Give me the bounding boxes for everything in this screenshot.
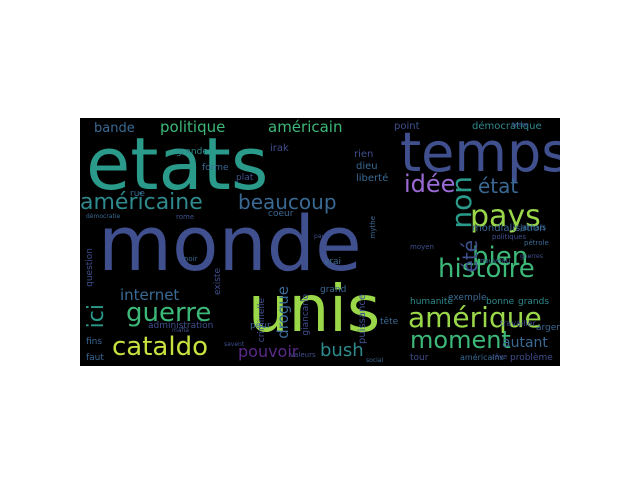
cloud-word: temps (400, 121, 560, 184)
cloud-word: fins (86, 337, 103, 347)
cloud-word: humanité (410, 297, 453, 307)
cloud-word: exemple (448, 293, 487, 303)
cloud-word: américaine (80, 190, 203, 215)
cloud-word: américains (460, 353, 504, 362)
cloud-word: mondialisation (472, 223, 546, 234)
cloud-word: histoire (438, 254, 535, 284)
cloud-word: tour (410, 353, 429, 363)
cloud-word: nouveau (480, 257, 511, 265)
cloud-word: vrai (324, 257, 342, 267)
cloud-word: été (458, 240, 482, 273)
cloud-word: bande (94, 121, 135, 136)
cloud-word: unis (248, 273, 381, 347)
word-cloud: etats monde unis temps pays histoire amérique b… (80, 118, 560, 366)
cloud-word: guerre (126, 298, 212, 328)
cloud-word: pouvoir (238, 342, 299, 361)
cloud-word: ici (84, 304, 109, 329)
cloud-word: irak (270, 143, 289, 154)
cloud-word: coeur (268, 209, 294, 219)
cloud-word: travailler (500, 319, 536, 328)
cloud-word: drogue (274, 286, 292, 339)
cloud-word: moyen (410, 243, 434, 251)
cloud-word: pays (470, 199, 541, 234)
cloud-word: dieu (356, 161, 378, 172)
cloud-word: bush (320, 340, 364, 361)
cloud-word: social (366, 357, 384, 364)
cloud-word: grands (518, 297, 550, 307)
cloud-word: idée (404, 170, 456, 198)
cloud-word: noir (184, 255, 198, 263)
cloud-word: etats (86, 122, 269, 206)
cloud-word: monde (98, 199, 362, 288)
cloud-word: internet (120, 286, 180, 304)
cloud-word: rêve (492, 353, 508, 361)
cloud-word: mythe (369, 216, 377, 239)
cloud-word: bien (472, 242, 529, 272)
cloud-word: point (394, 121, 420, 132)
cloud-word: rue (130, 189, 145, 199)
cloud-word: administration (148, 321, 214, 331)
cloud-word: politique (160, 118, 226, 136)
cloud-word: amérique (408, 301, 542, 334)
cloud-word: pétrole (524, 239, 549, 247)
cloud-word: état (478, 174, 519, 198)
cloud-word: politiques (492, 233, 527, 241)
cloud-word: moment (410, 326, 511, 354)
cloud-word: démocratique (472, 121, 542, 132)
cloud-word: plat (236, 173, 254, 183)
cloud-word: bonne (486, 297, 515, 307)
cloud-word: puissance (357, 294, 368, 344)
cloud-word: rien (354, 149, 374, 160)
cloud-word: beaucoup (238, 190, 337, 214)
cloud-word: problème (510, 353, 553, 363)
cloud-word: autant (502, 335, 548, 351)
cloud-word: giancarlo (301, 294, 311, 336)
cloud-word: grand (320, 285, 347, 295)
cloud-word: savent (224, 341, 245, 348)
cloud-word: question (85, 248, 95, 287)
cloud-word: démocratie (86, 213, 121, 220)
cloud-word: mafia (172, 327, 189, 334)
cloud-word: valeurs (290, 351, 316, 359)
cloud-word: liberté (356, 173, 389, 184)
cloud-word: grande (176, 147, 208, 157)
cloud-word: cataldo (112, 332, 208, 362)
cloud-word: terre (512, 121, 529, 129)
cloud-word: faut (86, 353, 104, 363)
cloud-word: peur (250, 321, 271, 331)
cloud-word: américain (268, 118, 343, 136)
cloud-word: existe (213, 268, 223, 295)
cloud-word: jamais (520, 223, 547, 232)
cloud-word: tête (380, 317, 399, 327)
cloud-word: rome (176, 213, 195, 221)
cloud-word: forme (202, 163, 229, 173)
cloud-word: pays (314, 233, 329, 240)
cloud-word: guerres (520, 253, 543, 260)
